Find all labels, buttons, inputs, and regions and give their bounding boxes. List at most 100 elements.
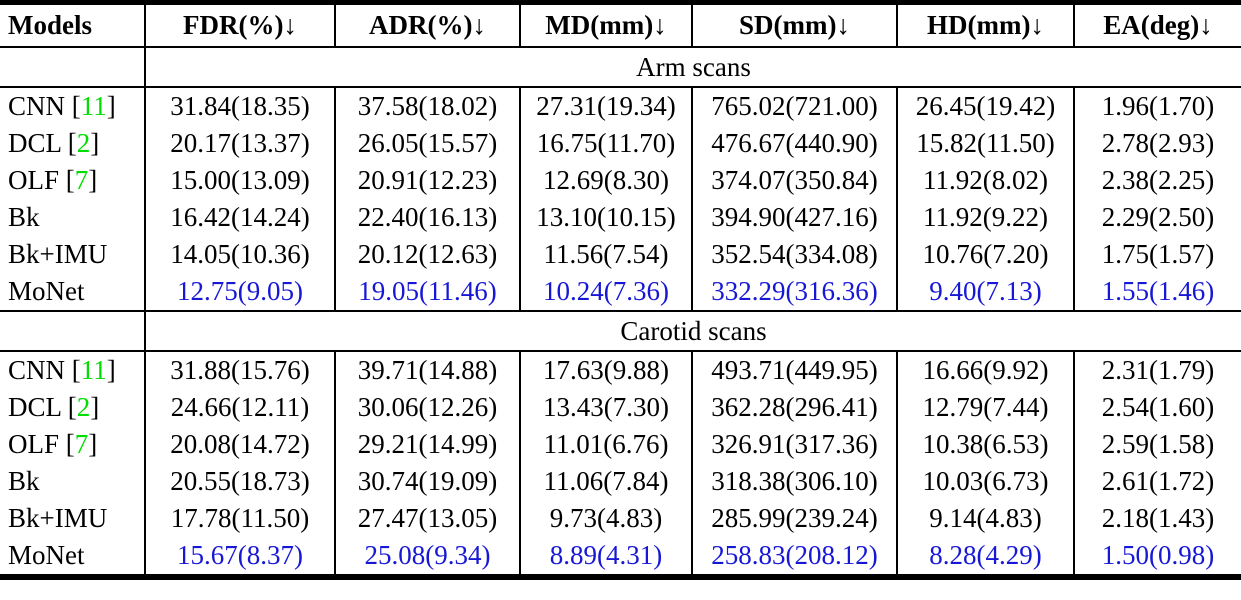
- metric-value: 11.06(7.84): [519, 463, 692, 500]
- metric-value: 2.38(2.25): [1073, 162, 1241, 199]
- model-name: MoNet: [8, 540, 85, 570]
- metric-value: 9.73(4.83): [519, 500, 692, 537]
- metric-value: 1.75(1.57): [1073, 236, 1241, 273]
- metric-value: 476.67(440.90): [691, 125, 897, 162]
- section-row: Arm scans: [0, 47, 1241, 88]
- metric-value: 12.79(7.44): [896, 389, 1074, 426]
- table-row: Bk 20.55(18.73) 30.74(19.09) 11.06(7.84) 318…: [0, 463, 1241, 500]
- metric-value: 2.54(1.60): [1073, 389, 1241, 426]
- metric-value: 17.63(9.88): [519, 351, 692, 389]
- metric-value: 11.01(6.76): [519, 426, 692, 463]
- metric-value: 29.21(14.99): [334, 426, 520, 463]
- column-header-adr: ADR(%)↓: [334, 2, 520, 48]
- metric-value: 9.14(4.83): [896, 500, 1074, 537]
- metric-value: 2.78(2.93): [1073, 125, 1241, 162]
- model-cell: CNN [11]: [8, 355, 116, 385]
- metric-value: 15.67(8.37): [144, 537, 335, 578]
- metric-value: 12.75(9.05): [144, 273, 335, 312]
- metric-value: 15.82(11.50): [896, 125, 1074, 162]
- table-row: Bk 16.42(14.24) 22.40(16.13) 13.10(10.15) 39…: [0, 199, 1241, 236]
- column-header-fdr: FDR(%)↓: [144, 2, 335, 48]
- column-header-hdmm: HD(mm)↓: [896, 2, 1074, 48]
- column-header-sdmm: SD(mm)↓: [691, 2, 897, 48]
- results-table: Models FDR(%)↓ ADR(%)↓ MD(mm)↓ SD(mm)↓ HD(mm)…: [0, 0, 1241, 580]
- model-cell: CNN [11]: [8, 91, 116, 121]
- citation-link[interactable]: 2: [76, 128, 91, 158]
- metric-value: 26.45(19.42): [896, 87, 1074, 125]
- model-name: OLF: [8, 165, 60, 195]
- metric-value: 27.31(19.34): [519, 87, 692, 125]
- table-row: MoNet 12.75(9.05) 19.05(11.46) 10.24(7.36) 3…: [0, 273, 1241, 312]
- citation-link[interactable]: 7: [74, 165, 89, 195]
- metric-value: 27.47(13.05): [334, 500, 520, 537]
- metric-value: 11.92(8.02): [896, 162, 1074, 199]
- table-row: DCL [2] 24.66(12.11) 30.06(12.26) 13.43(7.3…: [0, 389, 1241, 426]
- table-row: MoNet 15.67(8.37) 25.08(9.34) 8.89(4.31) 258…: [0, 537, 1241, 578]
- section-row: Carotid scans: [0, 311, 1241, 352]
- header-row: Models FDR(%)↓ ADR(%)↓ MD(mm)↓ SD(mm)↓ HD(mm)…: [0, 2, 1241, 48]
- model-name: Bk: [8, 466, 40, 496]
- model-cell: MoNet: [0, 273, 145, 312]
- metric-value: 37.58(18.02): [334, 87, 520, 125]
- citation-link[interactable]: 11: [80, 91, 107, 121]
- metric-value: 31.84(18.35): [144, 87, 335, 125]
- metric-value: 765.02(721.00): [691, 87, 897, 125]
- metric-value: 13.10(10.15): [519, 199, 692, 236]
- metric-value: 2.29(2.50): [1073, 199, 1241, 236]
- metric-value: 14.05(10.36): [144, 236, 335, 273]
- metric-value: 31.88(15.76): [144, 351, 335, 389]
- metric-value: 374.07(350.84): [691, 162, 897, 199]
- metric-value: 20.12(12.63): [334, 236, 520, 273]
- model-cell: DCL [2]: [8, 392, 100, 422]
- metric-value: 19.05(11.46): [334, 273, 520, 312]
- metric-value: 9.40(7.13): [896, 273, 1074, 312]
- metric-value: 16.42(14.24): [144, 199, 335, 236]
- model-name: Bk+IMU: [8, 239, 108, 269]
- model-cell: OLF [7]: [8, 165, 98, 195]
- metric-value: 1.50(0.98): [1073, 537, 1241, 578]
- table-row: Bk+IMU 14.05(10.36) 20.12(12.63) 11.56(7.54…: [0, 236, 1241, 273]
- column-header-eadeg: EA(deg)↓: [1073, 2, 1241, 48]
- table-row: OLF [7] 15.00(13.09) 20.91(12.23) 12.69(8.3…: [0, 162, 1241, 199]
- table-body: Arm scans CNN [11] 31.84(18.35) 37.58(18.02…: [0, 47, 1241, 578]
- metric-value: 394.90(427.16): [691, 199, 897, 236]
- metric-value: 493.71(449.95): [691, 351, 897, 389]
- model-name: Bk: [8, 202, 40, 232]
- metric-value: 24.66(12.11): [144, 389, 335, 426]
- metric-value: 318.38(306.10): [691, 463, 897, 500]
- metric-value: 30.06(12.26): [334, 389, 520, 426]
- metric-value: 10.03(6.73): [896, 463, 1074, 500]
- section-label: Carotid scans: [144, 311, 1241, 352]
- metric-value: 352.54(334.08): [691, 236, 897, 273]
- metric-value: 285.99(239.24): [691, 500, 897, 537]
- model-cell: Bk+IMU: [0, 236, 145, 273]
- model-cell: DCL [2]: [8, 128, 100, 158]
- metric-value: 20.55(18.73): [144, 463, 335, 500]
- table-row: CNN [11] 31.84(18.35) 37.58(18.02) 27.31(19…: [0, 87, 1241, 125]
- table-row: DCL [2] 20.17(13.37) 26.05(15.57) 16.75(11.…: [0, 125, 1241, 162]
- metric-value: 8.89(4.31): [519, 537, 692, 578]
- citation-link[interactable]: 7: [74, 429, 89, 459]
- model-name: MoNet: [8, 276, 85, 306]
- model-name: Bk+IMU: [8, 503, 108, 533]
- metric-value: 2.59(1.58): [1073, 426, 1241, 463]
- model-cell: Bk: [0, 199, 145, 236]
- metric-value: 8.28(4.29): [896, 537, 1074, 578]
- model-cell: OLF [7]: [8, 429, 98, 459]
- metric-value: 332.29(316.36): [691, 273, 897, 312]
- metric-value: 20.91(12.23): [334, 162, 520, 199]
- citation-link[interactable]: 11: [80, 355, 107, 385]
- model-name: CNN: [8, 91, 66, 121]
- metric-value: 26.05(15.57): [334, 125, 520, 162]
- metric-value: 10.24(7.36): [519, 273, 692, 312]
- citation-link[interactable]: 2: [76, 392, 91, 422]
- section-spacer-cell: [0, 311, 145, 352]
- table-row: OLF [7] 20.08(14.72) 29.21(14.99) 11.01(6.7…: [0, 426, 1241, 463]
- section-label: Arm scans: [144, 47, 1241, 88]
- metric-value: 362.28(296.41): [691, 389, 897, 426]
- table-row: CNN [11] 31.88(15.76) 39.71(14.88) 17.63(9.…: [0, 351, 1241, 389]
- model-name: OLF: [8, 429, 60, 459]
- metric-value: 25.08(9.34): [334, 537, 520, 578]
- metric-value: 13.43(7.30): [519, 389, 692, 426]
- metric-value: 16.75(11.70): [519, 125, 692, 162]
